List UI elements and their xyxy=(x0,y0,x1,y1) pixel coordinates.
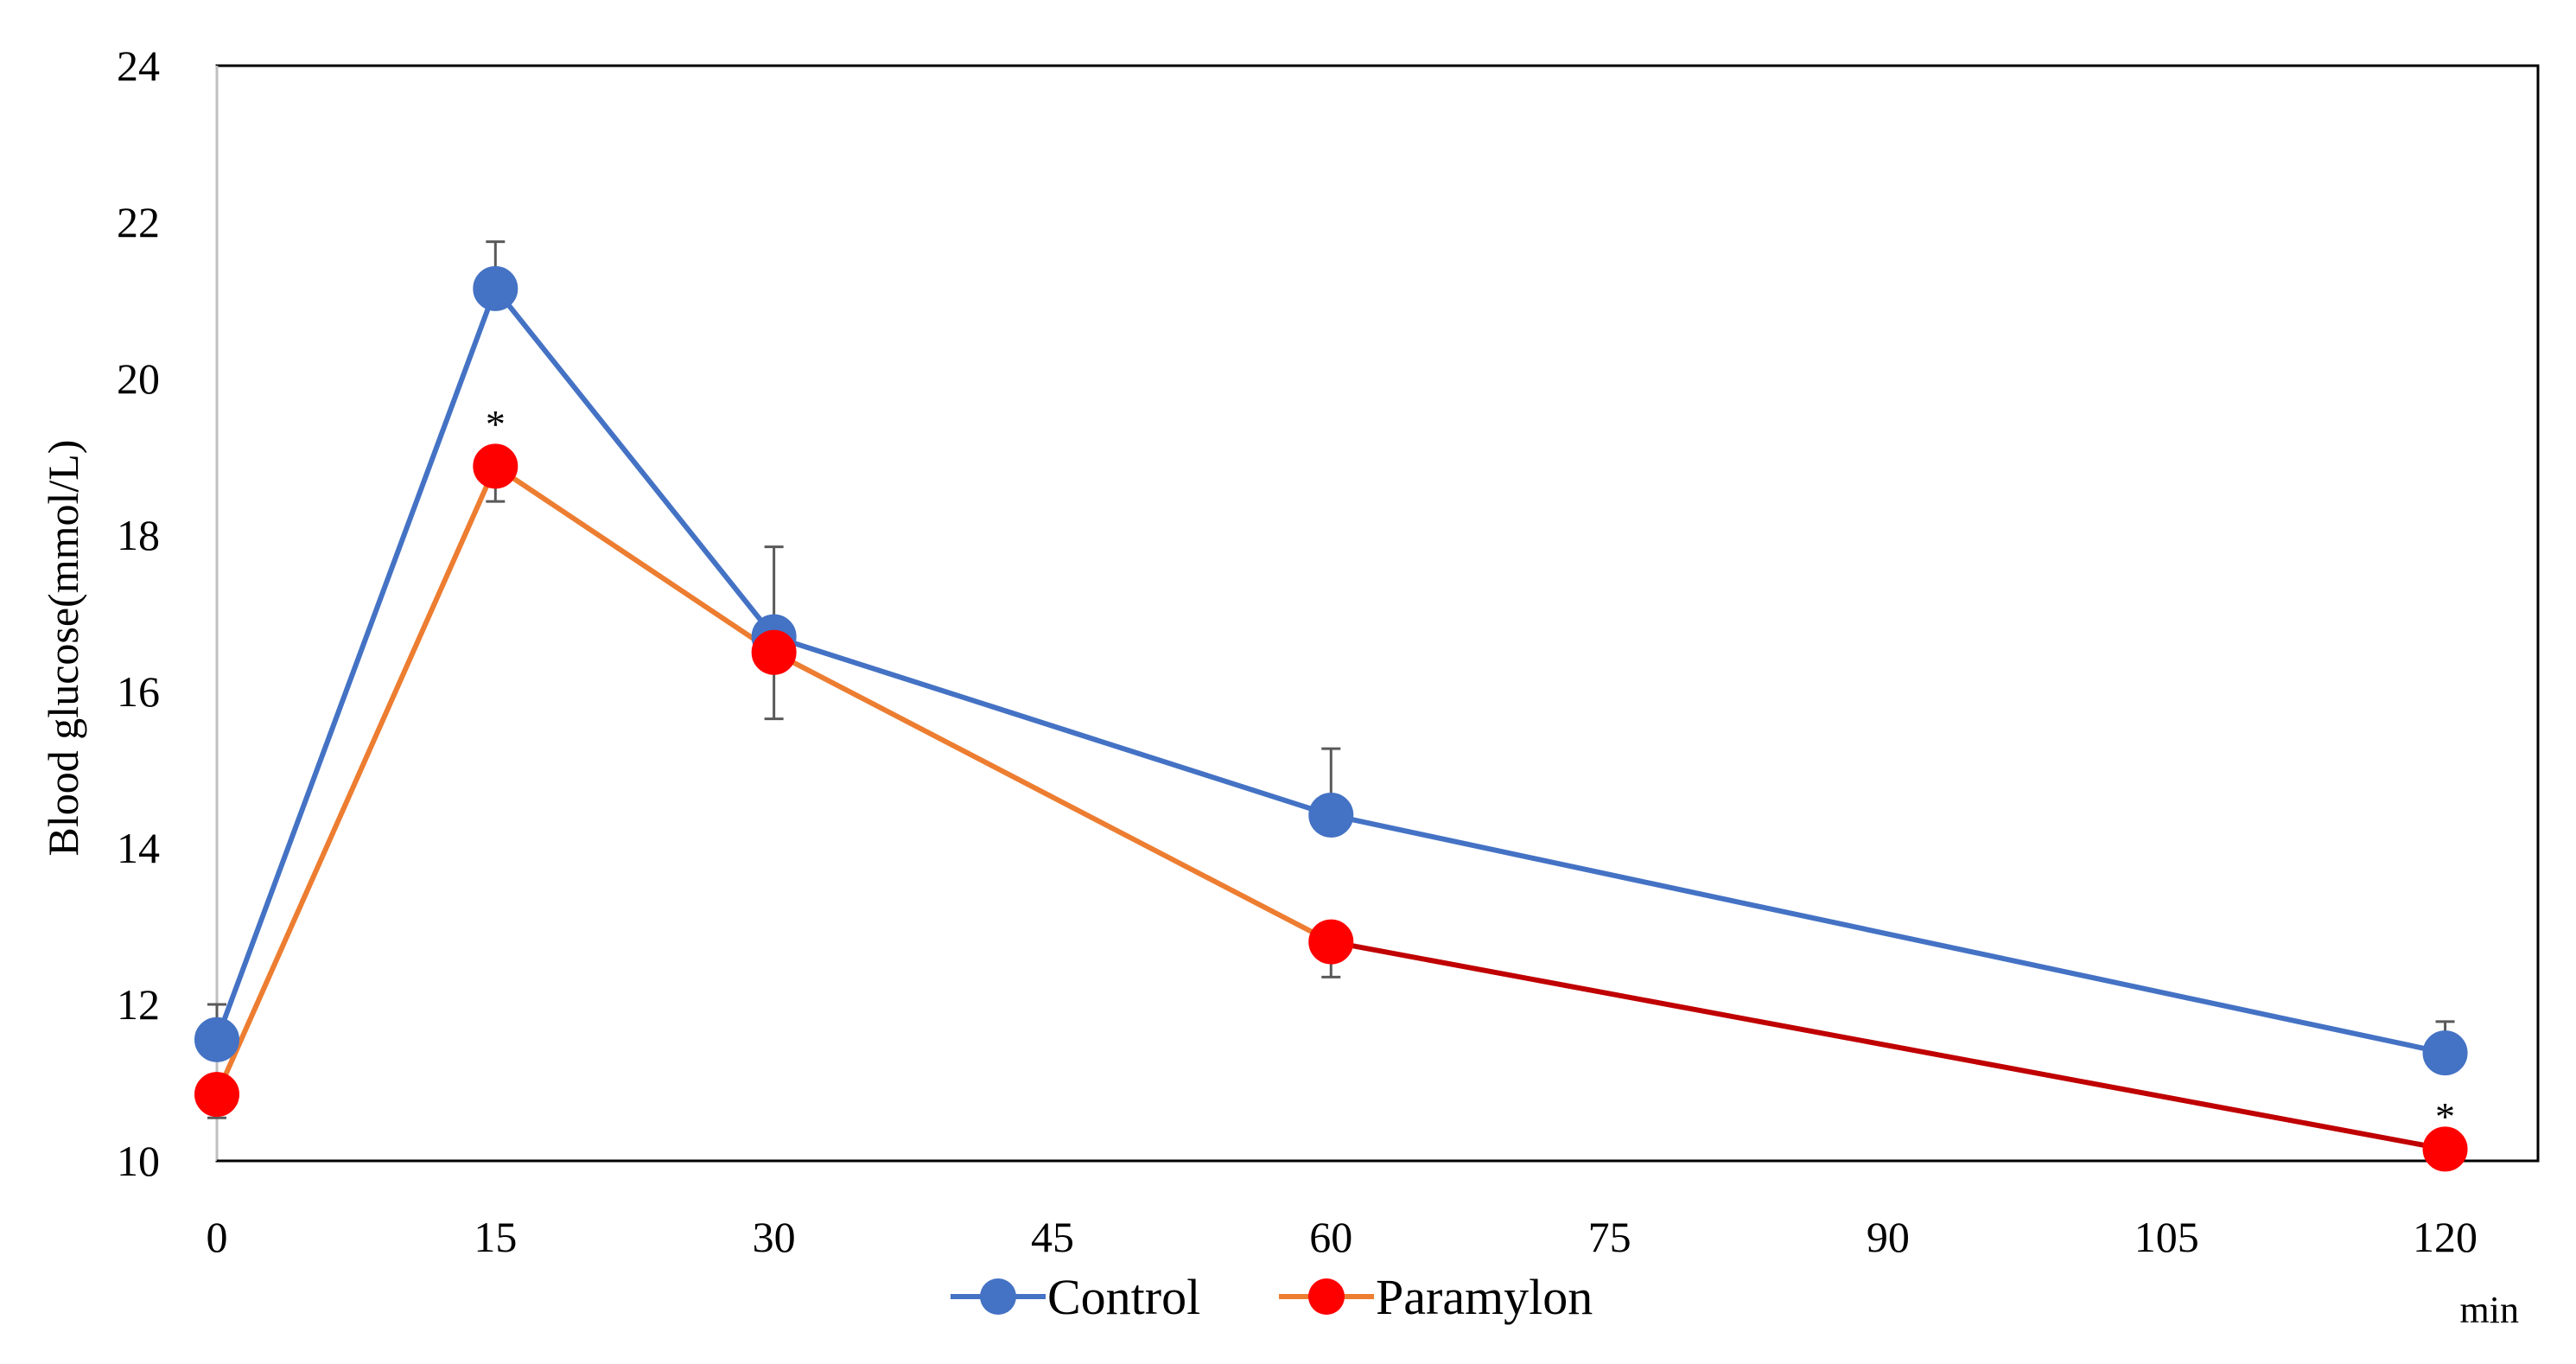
series-line-control xyxy=(1328,812,2448,1056)
series-line-control xyxy=(214,285,499,1042)
x-tick-label: 45 xyxy=(1031,1213,1074,1261)
y-tick-label: 12 xyxy=(117,980,160,1029)
legend-marker xyxy=(1308,1278,1345,1315)
x-tick-label: 0 xyxy=(207,1213,228,1261)
x-tick-label: 30 xyxy=(753,1213,796,1261)
significance-annotation: * xyxy=(486,402,506,446)
series-line-paramylon xyxy=(771,649,1334,945)
series-line-paramylon xyxy=(1328,939,2448,1152)
y-tick-label: 20 xyxy=(117,354,160,403)
y-tick-label: 24 xyxy=(117,41,160,90)
significance-annotation: * xyxy=(2435,1094,2455,1138)
y-axis-title: Blood glucose(mmol/L) xyxy=(39,440,87,857)
legend-item-paramylon: Paramylon xyxy=(1279,1269,1593,1325)
data-point-control xyxy=(2422,1030,2468,1076)
series-line-control xyxy=(771,634,1334,818)
y-tick-label: 18 xyxy=(117,511,160,559)
legend-item-control: Control xyxy=(951,1269,1200,1325)
data-point-paramylon xyxy=(2422,1126,2468,1172)
series-line-paramylon xyxy=(214,463,499,1098)
data-point-control xyxy=(1308,792,1354,838)
y-tick-label: 14 xyxy=(117,824,160,872)
series-line-paramylon xyxy=(493,463,777,655)
y-tick-label: 10 xyxy=(117,1137,160,1185)
series-line-control xyxy=(493,285,777,640)
data-point-paramylon xyxy=(194,1072,239,1118)
data-point-control xyxy=(473,265,518,311)
x-tick-label: 60 xyxy=(1309,1213,1352,1261)
y-tick-label: 16 xyxy=(117,667,160,716)
data-point-paramylon xyxy=(751,629,797,675)
y-tick-label: 22 xyxy=(117,198,160,246)
data-point-paramylon xyxy=(1308,919,1354,965)
x-tick-label: 120 xyxy=(2413,1213,2477,1261)
legend-marker xyxy=(980,1278,1016,1315)
data-point-paramylon xyxy=(473,443,518,489)
x-tick-label: 15 xyxy=(474,1213,517,1261)
data-point-control xyxy=(194,1017,239,1062)
x-tick-label: 90 xyxy=(1867,1213,1910,1261)
legend-label: Paramylon xyxy=(1376,1269,1593,1325)
x-tick-label: 75 xyxy=(1588,1213,1631,1261)
x-tick-label: 105 xyxy=(2134,1213,2199,1261)
legend-label: Control xyxy=(1047,1269,1200,1325)
x-axis-unit-label: min xyxy=(2460,1289,2519,1331)
